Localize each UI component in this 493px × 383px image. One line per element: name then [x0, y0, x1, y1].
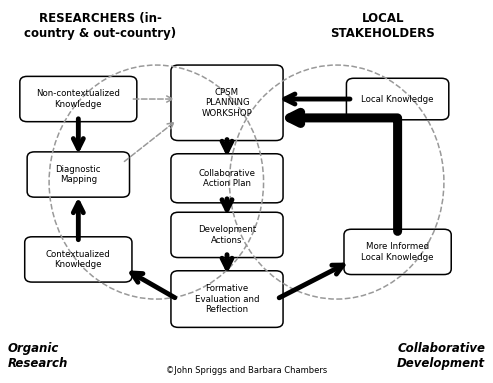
FancyBboxPatch shape: [25, 237, 132, 282]
Text: Collaborative
Action Plan: Collaborative Action Plan: [199, 169, 255, 188]
FancyBboxPatch shape: [171, 271, 283, 327]
Text: Collaborative
Development: Collaborative Development: [397, 342, 485, 370]
Text: Local Knowledge: Local Knowledge: [361, 95, 434, 103]
FancyArrowPatch shape: [289, 112, 398, 231]
FancyBboxPatch shape: [27, 152, 130, 197]
Text: Development
Actions: Development Actions: [198, 225, 256, 245]
Text: LOCAL
STAKEHOLDERS: LOCAL STAKEHOLDERS: [331, 12, 435, 40]
Text: Formative
Evaluation and
Reflection: Formative Evaluation and Reflection: [195, 284, 259, 314]
FancyBboxPatch shape: [171, 65, 283, 141]
Text: Organic
Research: Organic Research: [8, 342, 68, 370]
FancyBboxPatch shape: [171, 212, 283, 257]
Text: Non-contextualized
Knowledge: Non-contextualized Knowledge: [36, 89, 120, 109]
Text: RESEARCHERS (in-
country & out-country): RESEARCHERS (in- country & out-country): [24, 12, 176, 40]
FancyBboxPatch shape: [171, 154, 283, 203]
Text: Contextualized
Knowledge: Contextualized Knowledge: [46, 250, 111, 269]
FancyBboxPatch shape: [347, 78, 449, 120]
Text: ©John Spriggs and Barbara Chambers: ©John Spriggs and Barbara Chambers: [166, 365, 327, 375]
Text: CPSM
PLANNING
WORKSHOP: CPSM PLANNING WORKSHOP: [202, 88, 252, 118]
Text: More Informed
Local Knowledge: More Informed Local Knowledge: [361, 242, 434, 262]
Text: Diagnostic
Mapping: Diagnostic Mapping: [56, 165, 101, 184]
FancyBboxPatch shape: [344, 229, 451, 275]
FancyBboxPatch shape: [20, 76, 137, 122]
